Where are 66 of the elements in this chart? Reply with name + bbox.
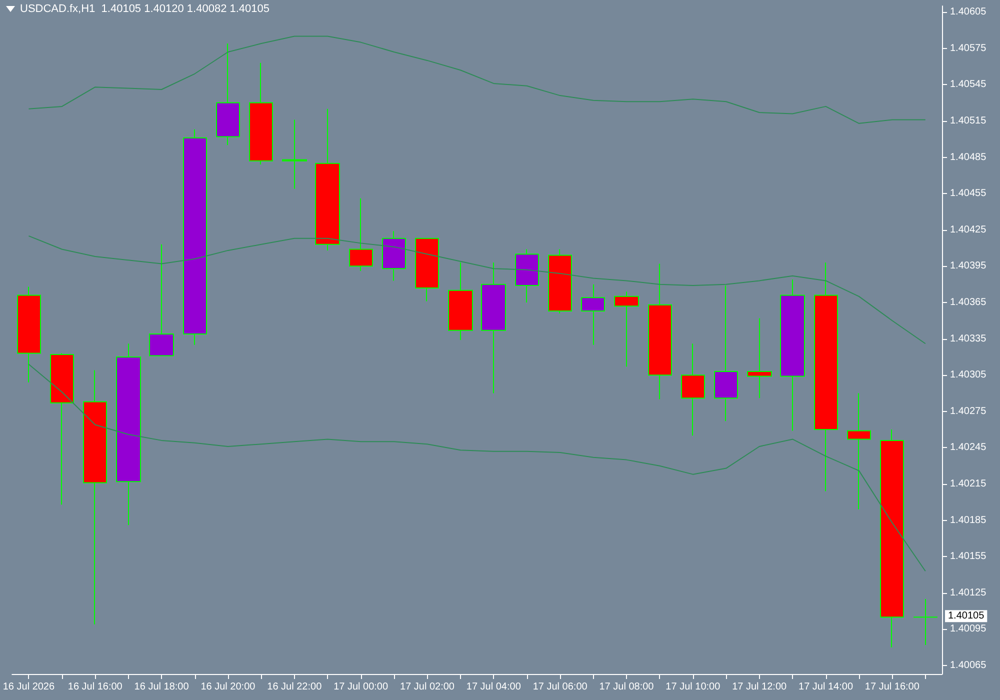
y-tick-label: 1.40605 bbox=[950, 6, 987, 18]
x-tick-label: 17 Jul 04:00 bbox=[466, 682, 522, 692]
candlestick bbox=[448, 262, 473, 340]
candlestick bbox=[747, 318, 772, 399]
x-tick-label: 16 Jul 16:00 bbox=[68, 682, 123, 692]
candlestick bbox=[349, 198, 373, 272]
candlestick bbox=[515, 248, 539, 303]
y-tick-label: 1.40215 bbox=[950, 478, 987, 490]
y-tick-label: 1.40275 bbox=[950, 406, 987, 417]
candlestick bbox=[847, 392, 871, 510]
candlestick bbox=[913, 598, 938, 646]
y-tick-label: 1.40365 bbox=[950, 296, 987, 308]
candlestick bbox=[415, 238, 439, 302]
x-tick-label: 16 Jul 22:00 bbox=[267, 682, 322, 692]
y-tick-label: 1.40305 bbox=[950, 370, 987, 381]
chart-title: USDCAD.fx,H1 1.40105 1.40120 1.40082 1.40105 bbox=[20, 3, 270, 15]
candlestick bbox=[548, 248, 572, 314]
y-tick-label: 1.40395 bbox=[950, 260, 987, 272]
y-tick-label: 1.40485 bbox=[950, 152, 987, 163]
x-tick-label: 17 Jul 16:00 bbox=[864, 682, 920, 692]
candlestick bbox=[581, 284, 605, 346]
x-tick-label: 17 Jul 06:00 bbox=[532, 682, 588, 692]
y-tick-label: 1.40185 bbox=[950, 514, 987, 526]
line-series bbox=[28, 36, 926, 124]
candlestick bbox=[83, 370, 107, 625]
text: 1.40105 bbox=[948, 610, 985, 622]
candlestick bbox=[681, 343, 705, 436]
x-tick-label: 17 Jul 00:00 bbox=[334, 682, 388, 692]
candlestick bbox=[315, 108, 340, 251]
candlestick bbox=[614, 291, 639, 368]
candlestick bbox=[183, 128, 207, 346]
y-tick-label: 1.40095 bbox=[950, 624, 987, 635]
x-tick-label: 17 Jul 02:00 bbox=[400, 682, 455, 692]
y-tick-label: 1.40245 bbox=[950, 442, 987, 454]
y-tick-label: 1.40335 bbox=[950, 333, 987, 344]
candlestick bbox=[880, 429, 904, 648]
y-tick-label: 1.40065 bbox=[950, 660, 987, 672]
x-tick-label: 17 Jul 08:00 bbox=[599, 682, 654, 692]
candlestick bbox=[17, 286, 41, 383]
candlestick bbox=[216, 43, 240, 146]
candlestick bbox=[714, 285, 738, 422]
candlestick bbox=[814, 262, 838, 492]
candlestick bbox=[481, 262, 506, 394]
x-tick-label: 17 Jul 14:00 bbox=[798, 682, 854, 692]
candlestick bbox=[648, 263, 672, 400]
x-tick-label: 16 Jul 18:00 bbox=[134, 682, 190, 692]
y-tick-label: 1.40515 bbox=[950, 115, 987, 126]
candlestick bbox=[249, 62, 273, 166]
y-tick-label: 1.40155 bbox=[950, 551, 987, 562]
x-tick-label: 17 Jul 12:00 bbox=[732, 682, 788, 692]
y-tick-label: 1.40455 bbox=[950, 188, 987, 200]
candlestick bbox=[382, 230, 406, 282]
candlestick bbox=[282, 119, 307, 190]
y-tick-label: 1.40575 bbox=[950, 42, 987, 54]
candlestick bbox=[50, 352, 74, 506]
x-tick-label: 16 Jul 20:00 bbox=[200, 682, 256, 692]
x-tick-label: 16 Jul 2026 bbox=[2, 682, 55, 692]
y-tick-label: 1.40125 bbox=[950, 587, 987, 598]
line-series bbox=[28, 235, 926, 344]
y-tick-label: 1.40545 bbox=[950, 79, 987, 90]
candlestick bbox=[116, 343, 141, 526]
candlestick bbox=[149, 244, 174, 356]
y-tick-label: 1.40425 bbox=[950, 224, 987, 236]
candlestick bbox=[780, 278, 805, 432]
line-series bbox=[28, 364, 926, 572]
x-tick-label: 17 Jul 10:00 bbox=[666, 682, 721, 692]
